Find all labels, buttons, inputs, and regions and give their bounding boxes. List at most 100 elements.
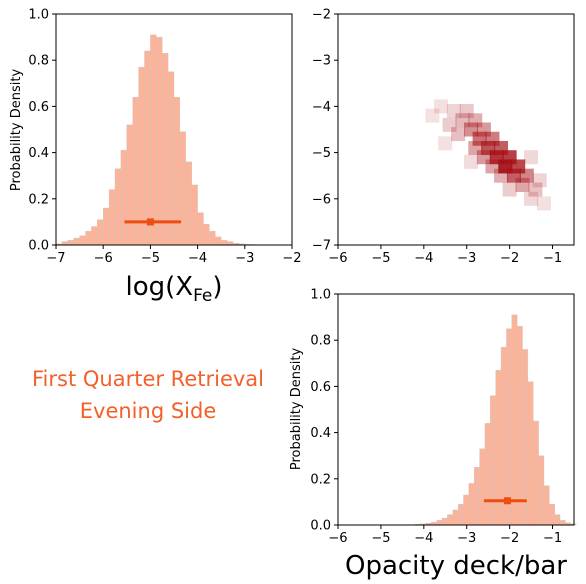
x-tick-label: −6 bbox=[328, 531, 347, 546]
errorbar-median-marker bbox=[503, 497, 511, 505]
histogram-bar bbox=[543, 485, 550, 526]
joint-density-cells bbox=[425, 99, 551, 211]
density-cell bbox=[438, 136, 453, 151]
density-cell bbox=[536, 196, 551, 211]
histogram-bar bbox=[559, 520, 566, 526]
histogram-bar bbox=[85, 230, 92, 246]
histogram-bar bbox=[79, 235, 86, 246]
x-tick-label: −4 bbox=[188, 251, 207, 266]
x-tick-label: −4 bbox=[414, 251, 433, 266]
y-tick-label: 1.0 bbox=[310, 288, 331, 303]
x-tick-label: −1 bbox=[543, 251, 562, 266]
histogram-bar bbox=[67, 240, 74, 246]
x-tick-label: −3 bbox=[235, 251, 254, 266]
density-cell bbox=[502, 182, 517, 197]
histogram-bar bbox=[203, 224, 210, 246]
histogram-bar bbox=[479, 448, 486, 526]
y-tick-label: 0.4 bbox=[310, 426, 331, 441]
y-tick-label: 0.6 bbox=[310, 380, 331, 395]
histogram-bar bbox=[511, 314, 518, 526]
histogram-bar bbox=[538, 455, 545, 526]
density-cell bbox=[524, 191, 539, 206]
fe-y-axis-label: Probability Density bbox=[9, 69, 24, 192]
density-cell bbox=[455, 113, 470, 128]
histogram-bar bbox=[554, 514, 561, 526]
histogram-bar bbox=[108, 189, 116, 246]
x-tick-label: −3 bbox=[457, 251, 476, 266]
retrieval-annotation-line1: First Quarter Retrieval bbox=[32, 367, 264, 391]
histogram-bar bbox=[549, 504, 555, 526]
x-tick-label: −4 bbox=[414, 531, 433, 546]
histogram-bar bbox=[436, 520, 443, 526]
y-tick-label: 0.2 bbox=[310, 472, 331, 487]
histogram-bar bbox=[179, 131, 186, 246]
fe-axes-frame bbox=[55, 13, 293, 246]
fe-x-label-end: ) bbox=[212, 272, 222, 302]
density-cell bbox=[464, 154, 479, 169]
histogram-bar bbox=[120, 150, 128, 246]
histogram-bar bbox=[191, 184, 198, 246]
histogram-bar bbox=[527, 381, 534, 526]
histogram-bar bbox=[102, 207, 110, 246]
deck-errorbar bbox=[483, 497, 527, 505]
x-tick-label: −5 bbox=[371, 251, 390, 266]
y-tick-label: 0.2 bbox=[28, 192, 49, 207]
histogram-bar bbox=[97, 219, 104, 246]
y-tick-label: 1.0 bbox=[28, 8, 49, 23]
histogram-bar bbox=[522, 349, 529, 526]
density-cell bbox=[515, 177, 530, 192]
fe-y-ticks: 0.0 0.2 0.4 0.6 0.8 1.0 bbox=[28, 8, 56, 254]
density-cell bbox=[446, 104, 461, 119]
y-tick-label: 0.4 bbox=[28, 146, 49, 161]
density-cell bbox=[476, 150, 491, 165]
deck-y-axis-label: Probability Density bbox=[289, 348, 304, 471]
joint-axes-frame bbox=[337, 13, 575, 246]
fe-x-label-main: log(X bbox=[125, 272, 193, 302]
panel-deck-histogram: −6 −5 −4 −3 −2 −1 0.0 0.2 0.4 0.6 0.8 1.0 Probabil… bbox=[289, 288, 577, 581]
errorbar-median-marker bbox=[146, 218, 154, 226]
histogram-bar bbox=[468, 483, 475, 526]
y-tick-label: −4 bbox=[312, 100, 331, 115]
histogram-bar bbox=[91, 226, 98, 246]
x-tick-label: −5 bbox=[141, 251, 160, 266]
density-cell bbox=[442, 117, 457, 132]
fe-x-label-sub: Fe bbox=[193, 286, 212, 306]
density-cell bbox=[506, 168, 521, 183]
fe-x-axis-label: log(XFe) bbox=[125, 272, 222, 306]
y-tick-label: 0.0 bbox=[310, 519, 331, 534]
density-cell bbox=[433, 99, 448, 114]
x-tick-label: −5 bbox=[371, 531, 390, 546]
histogram-bar bbox=[167, 71, 175, 246]
deck-axes-frame bbox=[337, 293, 575, 526]
histogram-bar bbox=[144, 50, 151, 246]
histogram-bar bbox=[161, 53, 169, 246]
x-tick-label: −3 bbox=[457, 531, 476, 546]
density-cell bbox=[519, 168, 534, 183]
density-cell bbox=[524, 150, 539, 165]
histogram-bar bbox=[215, 236, 222, 246]
histogram-bar bbox=[474, 467, 480, 526]
deck-x-ticks: −6 −5 −4 −3 −2 −1 bbox=[328, 525, 562, 546]
histogram-bar bbox=[126, 124, 133, 246]
histogram-bar bbox=[452, 509, 459, 526]
y-tick-label: 0.8 bbox=[310, 334, 331, 349]
x-tick-label: −2 bbox=[500, 251, 519, 266]
histogram-bar bbox=[73, 237, 80, 246]
panel-joint-density: −6 −5 −4 −3 −2 −1 −2−3−4−5−6−7 bbox=[312, 8, 575, 266]
fe-histogram-bars bbox=[55, 34, 257, 246]
x-tick-label: −1 bbox=[543, 531, 562, 546]
density-cell bbox=[532, 173, 547, 188]
y-tick-label: 0.6 bbox=[28, 100, 49, 115]
histogram-bar bbox=[490, 395, 496, 526]
retrieval-annotation-line2: Evening Side bbox=[80, 399, 217, 423]
y-tick-label: −3 bbox=[312, 54, 331, 69]
histogram-bar bbox=[197, 212, 204, 246]
y-tick-label: −7 bbox=[312, 239, 331, 254]
joint-x-ticks: −6 −5 −4 −3 −2 −1 bbox=[328, 245, 562, 266]
density-cell bbox=[451, 127, 466, 142]
x-tick-label: −6 bbox=[94, 251, 113, 266]
x-tick-label: −2 bbox=[282, 251, 301, 266]
histogram-bar bbox=[533, 420, 539, 526]
histogram-bar bbox=[441, 517, 448, 526]
